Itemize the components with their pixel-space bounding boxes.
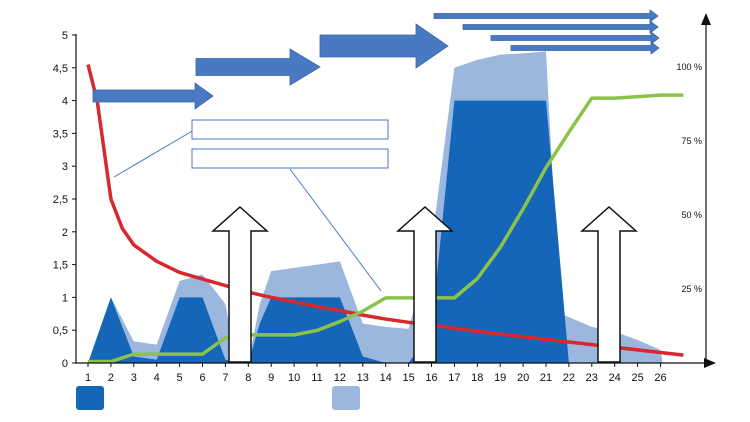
milestone-arrow-2 (396, 205, 454, 363)
x-tick-label: 21 (540, 372, 552, 384)
x-tick-label: 12 (334, 372, 346, 384)
axes-group (72, 13, 716, 368)
legend-group (76, 386, 360, 410)
x-tick-label: 15 (402, 372, 414, 384)
milestone-arrow-3 (580, 205, 638, 363)
x-tick-label: 18 (471, 372, 483, 384)
x-tick-label: 6 (199, 372, 205, 384)
y2-axis-arrow-icon (701, 13, 711, 25)
y2-tick-label: 25 % (681, 284, 702, 294)
x-tick-label: 11 (311, 372, 322, 384)
x-tick-label: 16 (425, 372, 437, 384)
x-tick-label: 13 (357, 372, 369, 384)
x-tick-label: 8 (245, 372, 251, 384)
x-tick-label: 25 (631, 372, 643, 384)
y2-tick-label: 100 % (676, 62, 702, 72)
y-tick-label: 5 (62, 30, 68, 42)
phase-arrow-5 (462, 20, 659, 34)
line-series-1 (86, 64, 684, 357)
phase-arrow-3 (319, 23, 449, 69)
y-tick-label: 1,5 (53, 260, 68, 272)
phase-arrow-2 (195, 48, 321, 86)
y-tick-label: 2,5 (53, 194, 68, 206)
x-tick-label: 5 (177, 372, 183, 384)
text-box-1 (191, 119, 389, 140)
x-tick-label: 14 (380, 372, 392, 384)
y-tick-label: 3,5 (53, 128, 68, 140)
y-tick-label: 4 (62, 96, 68, 108)
y-tick-label: 0 (62, 358, 68, 370)
phase-arrow-1 (92, 82, 214, 110)
phase-arrow-4 (433, 9, 659, 23)
x-tick-label: 9 (268, 372, 274, 384)
y2-tick-label: 75 % (681, 136, 702, 146)
y-tick-label: 0,5 (53, 325, 68, 337)
x-tick-label: 22 (563, 372, 575, 384)
x-tick-label: 19 (494, 372, 506, 384)
phase-arrow-6 (490, 31, 660, 45)
x-tick-label: 24 (609, 372, 621, 384)
x-tick-label: 4 (154, 372, 160, 384)
x-axis-arrow-icon (704, 358, 716, 368)
x-tick-label: 20 (517, 372, 529, 384)
area-series-group (88, 51, 663, 364)
x-tick-label: 3 (131, 372, 137, 384)
x-tick-label: 26 (654, 372, 666, 384)
line-series-group (86, 64, 684, 364)
y-tick-label: 2 (62, 227, 68, 239)
x-tick-label: 7 (222, 372, 228, 384)
y-tick-label: 3 (62, 161, 68, 173)
area-series-2 (88, 100, 661, 363)
line-series-2 (88, 93, 684, 364)
legend-swatch-2 (332, 386, 360, 410)
callout-line-1 (113, 129, 195, 178)
x-tick-label: 23 (586, 372, 598, 384)
y2-tick-label: 50 % (681, 210, 702, 220)
y-tick-label: 1 (62, 292, 68, 304)
y-tick-label: 4,5 (53, 63, 68, 75)
x-tick-label: 2 (108, 372, 114, 384)
callout-line-2 (289, 168, 382, 292)
legend-swatch-1 (76, 386, 104, 410)
x-tick-label: 1 (85, 372, 91, 384)
x-tick-label: 17 (448, 372, 460, 384)
annotation-overlay (92, 9, 660, 363)
phase-arrow-7 (510, 41, 660, 55)
milestone-arrow-1 (211, 205, 269, 363)
text-box-2 (191, 148, 389, 169)
x-tick-label: 10 (288, 372, 300, 384)
